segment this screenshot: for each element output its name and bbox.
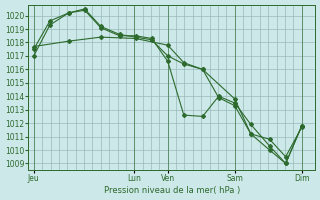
X-axis label: Pression niveau de la mer( hPa ): Pression niveau de la mer( hPa ) [104,186,240,195]
